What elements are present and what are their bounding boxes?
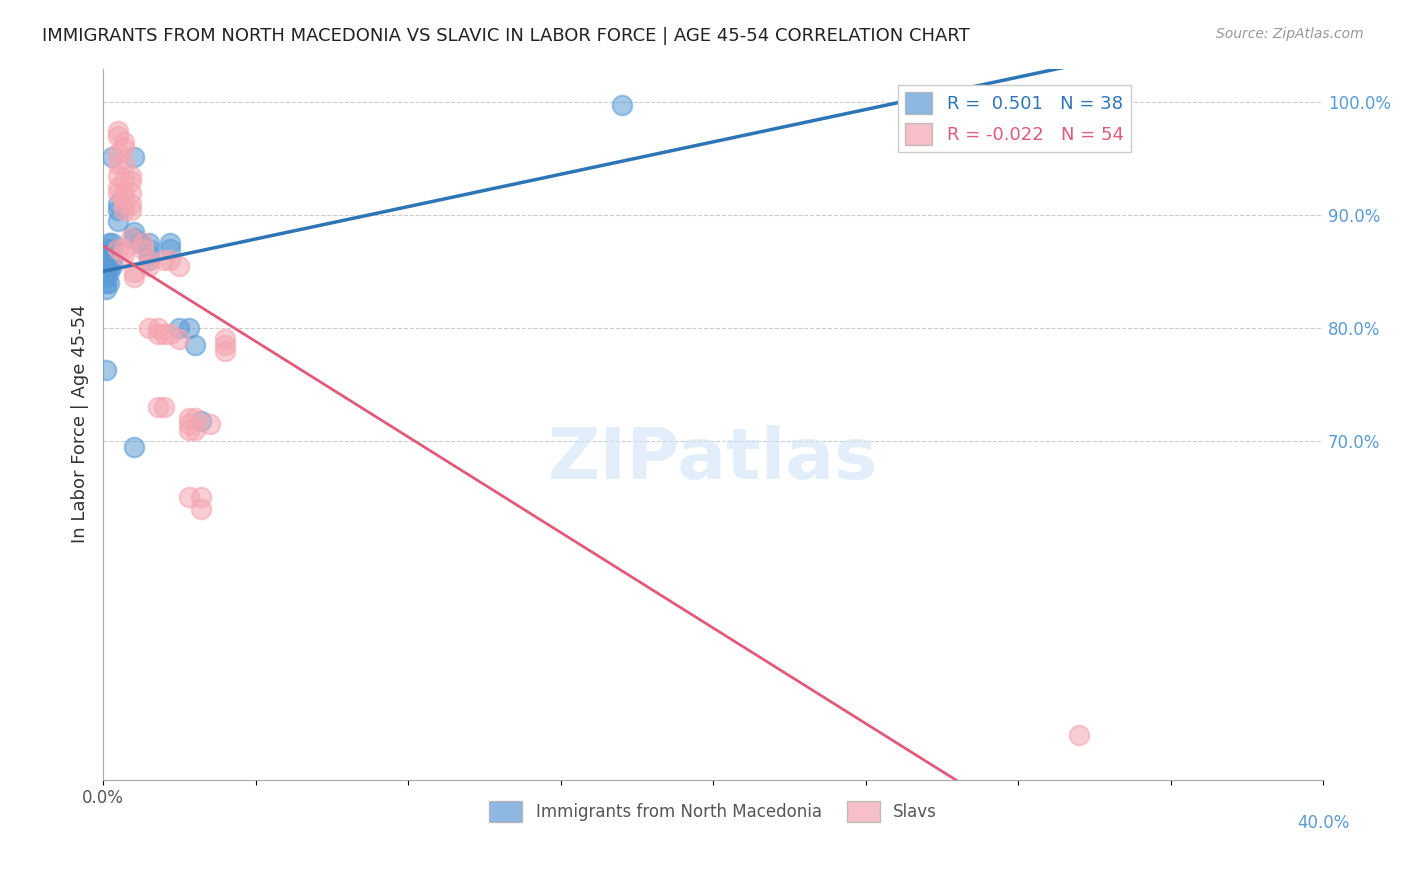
Y-axis label: In Labor Force | Age 45-54: In Labor Force | Age 45-54 (72, 305, 89, 543)
Point (146, 326, 169, 341)
Point (98, 236, 121, 251)
Point (214, 343, 236, 358)
Point (114, 186, 136, 200)
Text: Source: ZipAtlas.com: Source: ZipAtlas.com (1216, 27, 1364, 41)
Point (190, 414, 212, 428)
Point (96, 248, 118, 262)
Point (107, 129, 129, 144)
Text: IMMIGRANTS FROM NORTH MACEDONIA VS SLAVIC IN LABOR FORCE | AGE 45-54 CORRELATION: IMMIGRANTS FROM NORTH MACEDONIA VS SLAVI… (42, 27, 970, 45)
Point (101, 242, 124, 256)
Point (198, 417, 221, 431)
Point (107, 197, 129, 211)
Point (169, 259, 191, 273)
Point (183, 338, 205, 352)
Point (159, 253, 181, 268)
Point (98, 242, 121, 256)
Point (138, 242, 160, 256)
Point (138, 236, 160, 251)
Point (177, 417, 200, 431)
Point (114, 174, 136, 188)
Point (177, 423, 200, 437)
Point (96, 363, 118, 377)
Point (114, 135, 136, 149)
Point (122, 231, 145, 245)
Point (183, 423, 205, 437)
Point (101, 253, 124, 268)
Point (122, 270, 145, 285)
Point (153, 326, 176, 341)
Point (98, 265, 121, 279)
Point (101, 236, 124, 251)
Point (107, 186, 129, 200)
Point (122, 150, 145, 164)
Point (1069, 727, 1091, 741)
Point (114, 197, 136, 211)
Point (159, 326, 181, 341)
Point (101, 150, 124, 164)
Point (153, 253, 176, 268)
Point (107, 146, 129, 161)
Point (107, 157, 129, 171)
Point (138, 253, 160, 268)
Point (114, 202, 136, 217)
Point (132, 242, 155, 256)
Point (114, 248, 136, 262)
Point (169, 333, 191, 347)
Point (96, 265, 118, 279)
Point (96, 276, 118, 290)
Point (122, 225, 145, 239)
Text: ZIPatlas: ZIPatlas (548, 425, 879, 494)
Point (96, 259, 118, 273)
Point (114, 191, 136, 205)
Point (120, 202, 142, 217)
Point (98, 248, 121, 262)
Point (146, 400, 169, 414)
Point (128, 236, 150, 251)
Point (96, 270, 118, 285)
Point (98, 259, 121, 273)
Point (183, 411, 205, 425)
Point (122, 265, 145, 279)
Text: 40.0%: 40.0% (1296, 814, 1350, 832)
Point (96, 253, 118, 268)
Point (146, 321, 169, 335)
Point (138, 253, 160, 268)
Point (190, 491, 212, 505)
Point (159, 242, 181, 256)
Point (120, 174, 142, 188)
Point (107, 123, 129, 137)
Point (120, 169, 142, 183)
Point (98, 276, 121, 290)
Point (107, 180, 129, 194)
Point (114, 242, 136, 256)
Point (107, 214, 129, 228)
Point (610, 97, 633, 112)
Point (120, 231, 142, 245)
Point (159, 236, 181, 251)
Point (114, 140, 136, 154)
Point (138, 248, 160, 262)
Point (214, 338, 236, 352)
Point (107, 242, 129, 256)
Point (107, 202, 129, 217)
Legend: Immigrants from North Macedonia, Slavs: Immigrants from North Macedonia, Slavs (482, 795, 943, 829)
Point (120, 186, 142, 200)
Point (132, 236, 155, 251)
Point (114, 157, 136, 171)
Point (169, 321, 191, 335)
Point (120, 197, 142, 211)
Point (153, 400, 176, 414)
Point (107, 169, 129, 183)
Point (101, 259, 124, 273)
Point (138, 259, 160, 273)
Point (122, 440, 145, 454)
Point (177, 411, 200, 425)
Point (177, 321, 200, 335)
Point (190, 501, 212, 516)
Point (177, 491, 200, 505)
Point (96, 282, 118, 296)
Point (138, 321, 160, 335)
Point (214, 333, 236, 347)
